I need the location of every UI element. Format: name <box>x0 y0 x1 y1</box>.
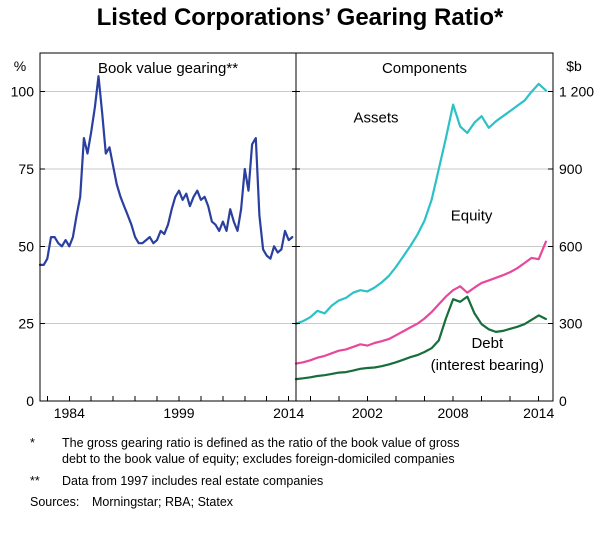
y-tick-label: 900 <box>559 161 583 177</box>
footnote-2: ** Data from 1997 includes real estate c… <box>30 473 582 490</box>
footnote-1-text: The gross gearing ratio is defined as th… <box>62 435 460 467</box>
y-tick-label: 50 <box>18 238 34 254</box>
footnote-2-marker: ** <box>30 473 40 488</box>
footnote-1-marker: * <box>30 435 35 450</box>
x-tick-label: 2014 <box>273 405 304 421</box>
series-label-interest-bearing: (interest bearing) <box>431 357 544 374</box>
series-label-equity: Equity <box>451 207 493 224</box>
y-tick-label: 100 <box>11 83 35 99</box>
footnote-2-text: Data from 1997 includes real estate comp… <box>62 473 324 488</box>
x-tick-label: 1999 <box>163 405 194 421</box>
series-line-equity <box>294 240 548 365</box>
x-tick-label: 1984 <box>54 405 85 421</box>
y-tick-label: 600 <box>559 238 583 254</box>
right-axis-unit: $b <box>566 58 582 74</box>
panel-title: Components <box>382 60 467 77</box>
footnotes: * The gross gearing ratio is defined as … <box>0 431 600 511</box>
y-tick-label: 300 <box>559 315 583 331</box>
footnote-1: * The gross gearing ratio is defined as … <box>30 435 582 468</box>
series-line-debt-interest-bearing <box>294 295 548 380</box>
x-tick-label: 2002 <box>352 405 383 421</box>
y-tick-label: 25 <box>18 315 34 331</box>
chart-canvas: 0 25 50 75 100 1984 1999 2014 Book value gearing… <box>11 52 594 421</box>
series-label-debt: Debt <box>471 335 504 352</box>
x-tick-label: 2008 <box>438 405 469 421</box>
y-tick-label: 75 <box>18 161 34 177</box>
y-tick-label: 0 <box>559 393 567 409</box>
sources-label: Sources: <box>30 495 80 510</box>
left-axis-unit: % <box>14 58 26 74</box>
sources-text: Morningstar; RBA; Statex <box>92 495 234 510</box>
panel-title: Book value gearing** <box>98 60 238 77</box>
y-tick-label: 0 <box>26 393 34 409</box>
sources-line: Sources: Morningstar; RBA; Statex <box>30 494 582 511</box>
series-line-book-value-gearing <box>38 74 294 266</box>
chart-title: Listed Corporations’ Gearing Ratio* <box>96 4 504 31</box>
y-tick-label: 1 200 <box>559 83 594 99</box>
series-label-assets: Assets <box>353 109 398 126</box>
series-line-assets <box>294 82 548 325</box>
x-tick-label: 2014 <box>523 405 554 421</box>
